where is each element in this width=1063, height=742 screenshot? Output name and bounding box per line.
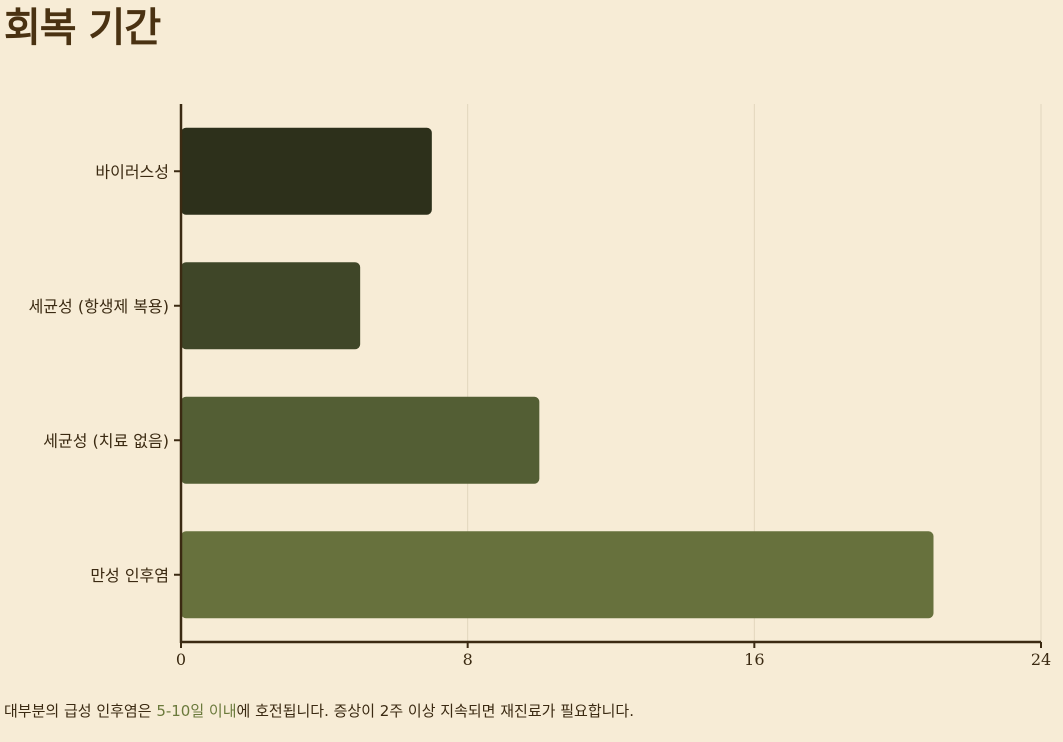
x-tick-label-0: 0	[176, 650, 186, 669]
x-tick-label-3: 24	[1031, 650, 1051, 669]
x-tick-label-1: 8	[463, 650, 473, 669]
page-title: 회복 기간	[4, 5, 161, 51]
footnote-text-after: 에 호전됩니다. 증상이 2주 이상 지속되면 재진료가 필요합니다.	[236, 702, 634, 720]
bar-3	[181, 531, 934, 619]
axes	[174, 104, 1042, 648]
category-label-2: 세균성 (치료 없음)	[43, 431, 169, 450]
bar-0	[181, 127, 432, 215]
footnote-highlight: 5-10일 이내	[156, 702, 237, 720]
bar-1	[181, 262, 361, 350]
bars	[181, 127, 934, 619]
category-label-1: 세균성 (항생제 복용)	[29, 297, 169, 316]
footnote: 대부분의 급성 인후염은 5-10일 이내에 호전됩니다. 증상이 2주 이상 …	[4, 700, 634, 722]
category-label-0: 바이러스성	[95, 162, 169, 181]
footnote-text-before: 대부분의 급성 인후염은	[4, 702, 157, 720]
category-label-3: 만성 인후염	[90, 566, 169, 585]
bar-2	[181, 396, 540, 484]
x-tick-label-2: 16	[744, 650, 764, 669]
